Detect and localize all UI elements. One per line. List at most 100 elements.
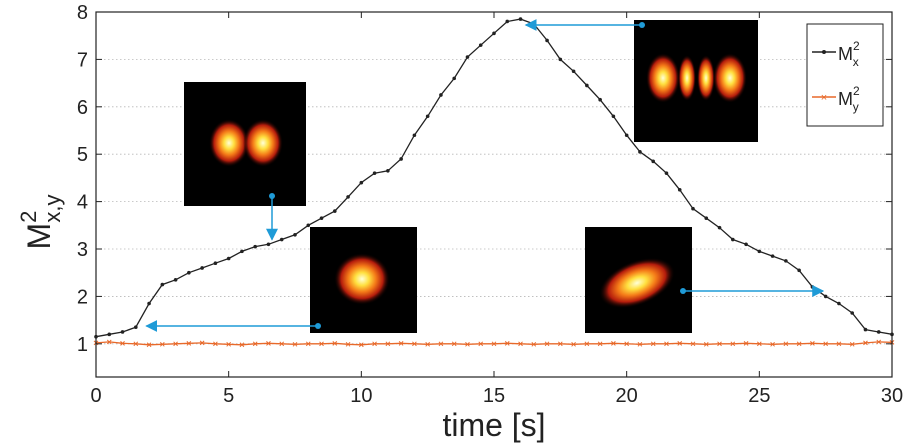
- arrow-origin-single: [315, 323, 321, 329]
- data-point-1: [412, 341, 417, 347]
- beam-image-single: [310, 227, 417, 333]
- data-point-0: [173, 278, 178, 282]
- data-point-0: [160, 282, 165, 287]
- data-point-1: [823, 341, 829, 347]
- data-point-0: [784, 259, 788, 263]
- data-point-1: [226, 341, 232, 347]
- data-point-0: [253, 244, 257, 249]
- data-point-0: [478, 43, 483, 47]
- data-point-1: [571, 341, 576, 347]
- data-point-0: [810, 285, 815, 289]
- data-point-1: [465, 341, 470, 347]
- data-point-1: [637, 341, 643, 347]
- beam-image-multi: [634, 20, 758, 142]
- y-tick-label: 8: [77, 2, 88, 24]
- data-point-1: [438, 341, 444, 347]
- data-point-0: [319, 216, 324, 221]
- data-point-0: [279, 237, 284, 242]
- data-point-1: [239, 342, 245, 348]
- y-tick-label: 6: [77, 97, 88, 119]
- data-point-0: [240, 249, 244, 254]
- data-point-1: [664, 341, 669, 347]
- x-axis-label: time [s]: [442, 407, 545, 443]
- data-point-0: [731, 237, 735, 242]
- svg-text:M2x: M2 x: [838, 39, 860, 69]
- data-point-0: [346, 195, 350, 199]
- svg-text:M2x,y: M2x,y: [16, 194, 65, 249]
- svg-text:×: ×: [821, 92, 827, 104]
- data-point-1: [518, 341, 523, 347]
- x-tick-label: 5: [223, 385, 234, 407]
- data-point-0: [492, 31, 496, 36]
- arrow-origin-elongated: [680, 288, 686, 294]
- data-point-0: [107, 332, 112, 337]
- data-point-1: [252, 341, 258, 347]
- data-point-0: [558, 57, 563, 62]
- data-point-1: [266, 340, 271, 346]
- svg-text:M2y: M2 y: [838, 84, 860, 114]
- data-point-0: [147, 301, 151, 306]
- legend: M2 x × M2 y: [806, 23, 884, 127]
- x-tick-label: 20: [616, 385, 638, 407]
- data-point-1: [863, 340, 868, 346]
- annotation-arrows: [145, 19, 825, 332]
- y-axis-label: M2x,y: [16, 194, 65, 249]
- data-point-0: [439, 93, 443, 97]
- legend-entry-x: M2 x: [812, 39, 860, 69]
- data-point-0: [585, 83, 589, 88]
- data-point-1: [451, 341, 457, 347]
- data-point-1: [849, 341, 855, 347]
- beam-image-double: [184, 82, 306, 206]
- data-point-0: [505, 19, 510, 24]
- y-tick-label: 7: [77, 49, 88, 71]
- y-axis-label-sup: 2: [16, 211, 41, 223]
- data-point-0: [187, 270, 191, 275]
- x-tick-label: 25: [748, 385, 770, 407]
- data-point-1: [557, 341, 563, 347]
- data-point-1: [624, 341, 630, 347]
- data-point-0: [651, 159, 655, 164]
- data-point-0: [611, 114, 616, 119]
- data-point-1: [332, 340, 338, 346]
- data-point-1: [796, 341, 802, 347]
- data-point-1: [584, 341, 590, 347]
- data-point-0: [425, 114, 430, 119]
- data-point-0: [266, 242, 271, 247]
- data-point-1: [319, 341, 324, 347]
- data-point-0: [518, 17, 523, 21]
- data-point-1: [544, 341, 550, 347]
- data-point-0: [306, 223, 311, 228]
- data-point-1: [677, 340, 683, 346]
- data-point-0: [359, 180, 364, 185]
- data-point-1: [345, 341, 351, 347]
- data-point-0: [691, 206, 695, 211]
- beam-image-elongated: [585, 227, 692, 333]
- y-tick-label: 2: [77, 286, 88, 308]
- legend-box: [806, 23, 884, 127]
- y-tick-label: 3: [77, 239, 88, 261]
- data-point-1: [703, 341, 709, 347]
- data-point-1: [292, 341, 298, 347]
- data-point-0: [664, 171, 669, 175]
- data-point-0: [624, 133, 629, 138]
- data-point-0: [399, 157, 403, 161]
- data-point-0: [598, 97, 602, 102]
- y-tick-label: 5: [77, 144, 88, 166]
- data-point-0: [677, 187, 682, 192]
- data-point-0: [837, 301, 841, 306]
- x-tick-label: 15: [483, 385, 505, 407]
- data-point-1: [876, 339, 882, 345]
- x-tick-label: 0: [90, 385, 101, 407]
- y-axis-label-base: M: [21, 223, 57, 250]
- data-point-0: [850, 311, 854, 315]
- data-point-1: [650, 341, 656, 347]
- beam-insets: [184, 20, 758, 333]
- x-tick-label: 10: [350, 385, 372, 407]
- data-point-0: [200, 266, 204, 270]
- data-point-1: [770, 341, 775, 347]
- data-point-1: [478, 341, 484, 347]
- data-point-0: [823, 294, 828, 299]
- data-point-1: [358, 342, 364, 348]
- data-point-1: [756, 341, 762, 347]
